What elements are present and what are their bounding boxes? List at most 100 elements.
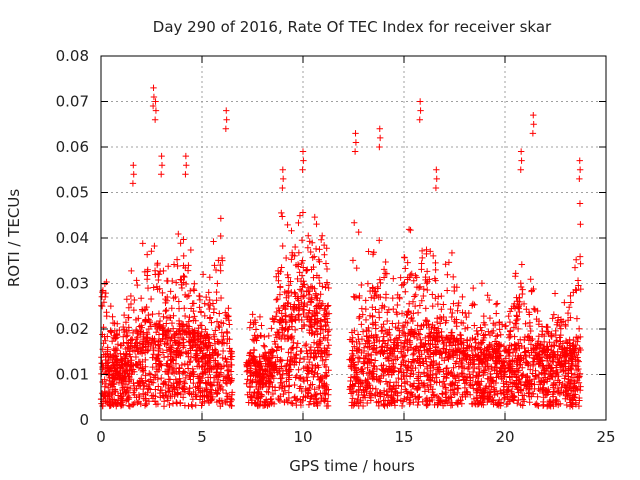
data-point: [552, 381, 559, 389]
data-point: [181, 380, 189, 387]
data-point: [546, 375, 554, 382]
data-point: [306, 318, 313, 325]
data-point: [375, 377, 383, 384]
data-point: [104, 348, 111, 355]
data-point: [113, 356, 120, 363]
data-point: [325, 332, 332, 339]
data-point: [366, 381, 373, 389]
data-point: [496, 319, 503, 327]
data-point: [504, 400, 512, 407]
data-point: [217, 402, 224, 410]
data-point: [346, 386, 353, 393]
data-point: [440, 367, 447, 375]
data-point: [150, 284, 157, 291]
data-point: [153, 261, 161, 269]
data-point: [172, 279, 180, 286]
data-point: [575, 402, 583, 410]
data-point: [252, 362, 259, 370]
data-point: [317, 398, 325, 405]
data-point: [354, 358, 362, 366]
data-point: [155, 342, 163, 349]
data-point: [286, 372, 293, 379]
data-point: [210, 309, 217, 316]
data-point: [180, 236, 187, 243]
data-point: [347, 377, 354, 385]
data-point: [312, 350, 319, 357]
data-point: [203, 384, 210, 392]
data-point: [463, 313, 470, 321]
data-point: [347, 361, 355, 369]
data-point: [246, 324, 254, 331]
data-point: [492, 348, 499, 355]
data-point: [402, 265, 409, 272]
data-point: [404, 259, 411, 266]
data-point: [288, 256, 295, 263]
data-point: [295, 219, 302, 227]
data-point: [223, 389, 230, 397]
data-point: [175, 305, 183, 312]
data-point: [113, 402, 120, 410]
data-point: [275, 277, 282, 284]
data-point: [106, 401, 113, 408]
data-point: [205, 289, 212, 296]
data-point: [394, 291, 401, 299]
data-point: [285, 366, 292, 373]
data-point: [569, 342, 576, 349]
data-point: [455, 299, 462, 307]
data-point: [466, 370, 473, 378]
data-point: [444, 271, 451, 278]
data-point: [152, 341, 159, 348]
data-point: [390, 391, 397, 399]
data-point: [244, 359, 252, 366]
data-point: [286, 382, 293, 389]
data-point: [209, 346, 216, 353]
data-point: [183, 162, 190, 169]
data-point: [373, 398, 380, 406]
data-point: [567, 314, 574, 321]
data-point: [149, 336, 156, 343]
data-point: [323, 372, 330, 379]
data-point: [370, 334, 377, 342]
data-point: [224, 335, 231, 343]
data-point: [427, 381, 434, 389]
data-point: [219, 347, 227, 355]
data-point: [386, 331, 394, 339]
data-point: [353, 347, 361, 355]
data-point: [377, 279, 384, 287]
data-point: [183, 322, 190, 330]
data-point: [290, 339, 297, 346]
data-point: [481, 321, 489, 329]
data-point: [123, 395, 131, 403]
data-point: [247, 349, 254, 356]
data-point: [430, 252, 437, 260]
data-point: [216, 310, 223, 317]
data-point: [307, 323, 315, 330]
data-point: [411, 293, 418, 300]
data-point: [209, 393, 216, 401]
data-point: [190, 371, 197, 378]
data-point: [513, 313, 521, 320]
data-point: [299, 209, 307, 216]
data-point: [303, 288, 310, 295]
data-point: [291, 394, 298, 401]
data-point: [141, 402, 149, 409]
data-point: [369, 284, 376, 291]
data-point: [356, 313, 363, 320]
data-point: [382, 258, 389, 266]
data-point: [474, 330, 482, 338]
data-point: [516, 308, 523, 316]
data-point: [496, 352, 503, 359]
data-point: [129, 336, 136, 343]
data-point: [396, 295, 403, 302]
data-point: [192, 392, 199, 400]
data-point: [300, 278, 307, 285]
data-point: [439, 391, 446, 398]
data-point: [420, 369, 428, 376]
data-point: [243, 363, 251, 371]
data-point: [299, 166, 306, 173]
data-point: [247, 393, 255, 400]
data-point: [155, 331, 163, 338]
data-point: [269, 390, 277, 398]
data-point: [509, 383, 516, 390]
data-point: [298, 272, 306, 279]
